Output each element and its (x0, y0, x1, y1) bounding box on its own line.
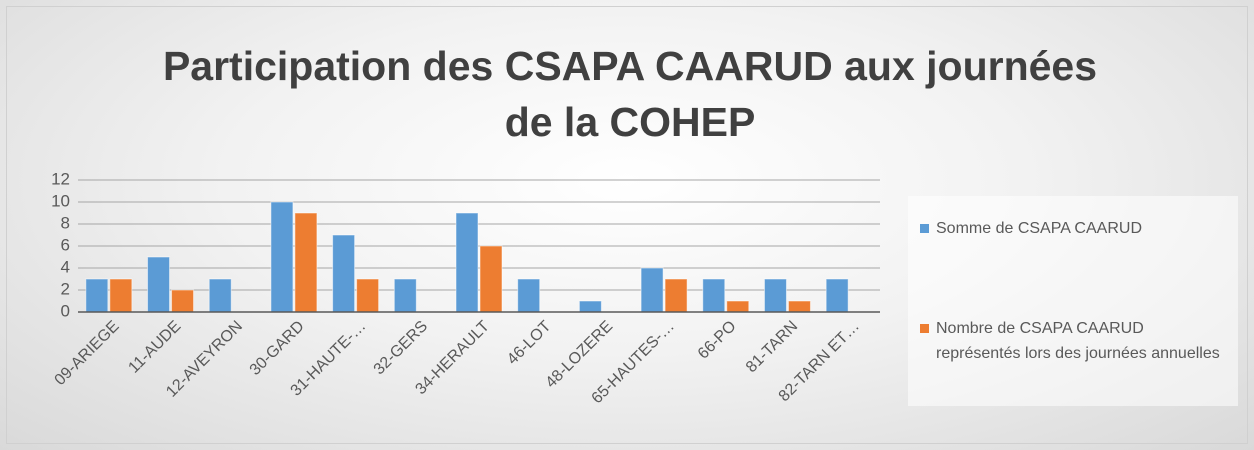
bar (85, 278, 109, 313)
bar (208, 278, 232, 313)
bar (147, 256, 171, 313)
bar (455, 212, 479, 313)
x-tick-label: 30-GARD (247, 318, 308, 379)
bar (517, 278, 541, 313)
bar (294, 212, 318, 313)
bar (393, 278, 417, 313)
x-tick-label: 11-AUDE (125, 318, 184, 377)
legend-label: Nombre de CSAPA CAARUD représentés lors … (936, 320, 1220, 362)
y-tick-label: 12 (51, 169, 70, 188)
bar (578, 300, 602, 313)
bar (825, 278, 849, 313)
chart-border (6, 6, 1248, 444)
bar (109, 278, 133, 313)
bar (479, 245, 503, 313)
legend-swatch (920, 324, 929, 333)
x-tick-label: 81-TARN (743, 318, 801, 376)
x-tick-label: 46-LOT (504, 318, 555, 369)
bar (171, 289, 195, 313)
y-tick-label: 0 (61, 301, 70, 320)
x-tick-label: 32-GERS (371, 318, 431, 378)
legend: Somme de CSAPA CAARUD Nombre de CSAPA CAA… (908, 196, 1238, 406)
y-tick-label: 2 (61, 279, 70, 298)
legend-item: Nombre de CSAPA CAARUD représentés lors … (920, 316, 1230, 366)
y-tick-label: 6 (61, 235, 70, 254)
legend-swatch (920, 224, 929, 233)
bar (664, 278, 688, 313)
x-tick-label: 66-PO (695, 318, 740, 363)
x-tick-label: 09-ARIEGE (52, 318, 123, 389)
bar (787, 300, 811, 313)
bar (332, 234, 356, 313)
chart-title: Participation des CSAPA CAARUD aux journ… (162, 43, 1098, 145)
bar (702, 278, 726, 313)
bar (640, 267, 664, 313)
y-tick-label: 8 (61, 213, 70, 232)
bar (763, 278, 787, 313)
legend-label: Somme de CSAPA CAARUD (936, 220, 1142, 237)
y-tick-label: 4 (61, 257, 70, 276)
bar (356, 278, 380, 313)
bar (270, 201, 294, 313)
legend-item: Somme de CSAPA CAARUD (920, 216, 1230, 241)
y-tick-label: 10 (51, 191, 70, 210)
bar (726, 300, 750, 313)
